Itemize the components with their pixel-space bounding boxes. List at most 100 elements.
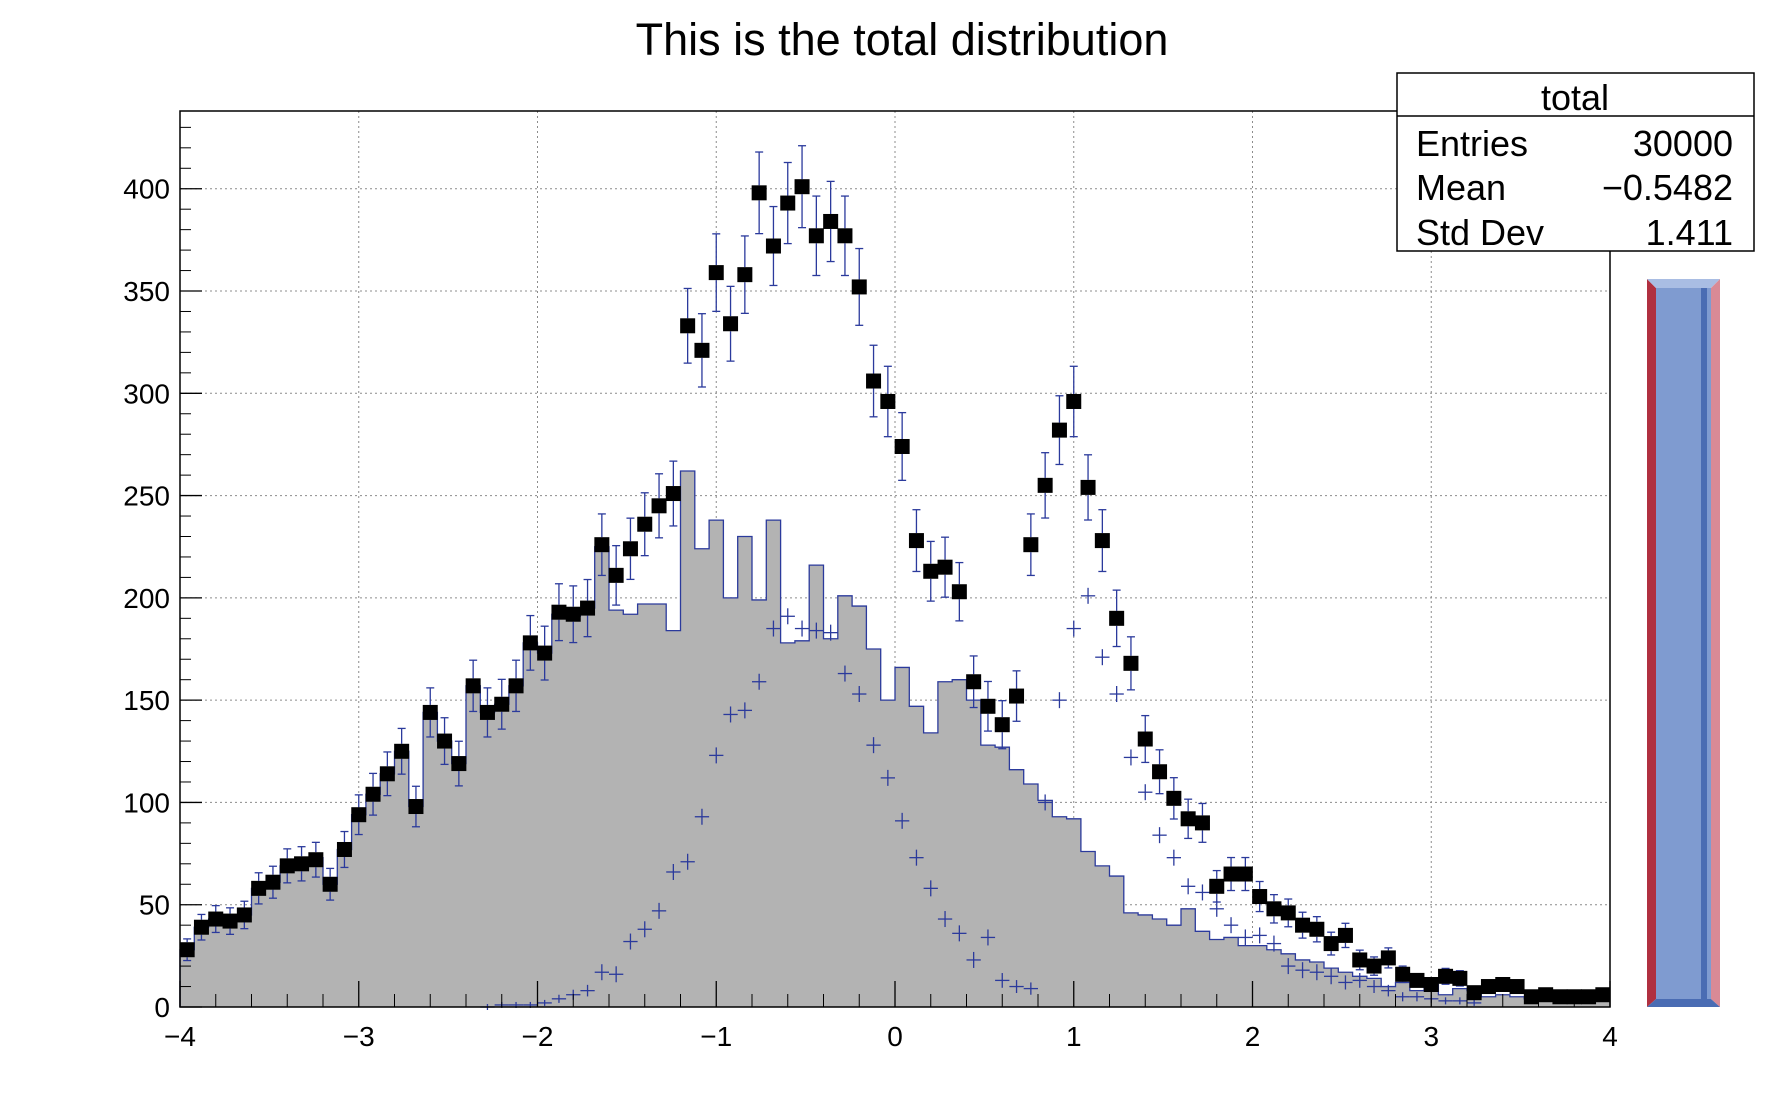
- data-point: [1166, 777, 1182, 820]
- square-marker: [179, 942, 195, 958]
- data-point: [522, 614, 538, 671]
- square-marker: [837, 228, 853, 244]
- square-marker: [422, 704, 438, 720]
- data-point: [451, 740, 467, 787]
- data-point: [351, 794, 367, 836]
- square-marker: [1023, 537, 1039, 553]
- square-marker: [637, 516, 653, 532]
- square-marker: [479, 704, 495, 720]
- data-point: [780, 161, 796, 245]
- square-marker: [1309, 921, 1325, 937]
- cross-marker: [980, 929, 996, 946]
- cross-marker: [766, 620, 781, 637]
- data-point: [580, 578, 596, 638]
- cross-marker: [1395, 992, 1410, 1002]
- data-point: [622, 517, 638, 581]
- side-bar-bottom-edge: [1647, 999, 1720, 1007]
- data-point: [951, 561, 967, 622]
- cross-marker: [1409, 992, 1425, 1002]
- square-marker: [1366, 958, 1382, 974]
- data-point: [1480, 979, 1496, 995]
- x-tick-label: 3: [1423, 1021, 1439, 1052]
- data-point: [422, 687, 438, 738]
- cross-marker: [1438, 997, 1453, 1005]
- data-point: [808, 195, 824, 277]
- square-marker: [908, 533, 924, 549]
- data-point: [1223, 856, 1239, 892]
- cross-marker: [895, 812, 910, 829]
- side-bar-right-edge: [1711, 279, 1720, 1007]
- square-marker: [1523, 989, 1539, 1005]
- cross-marker: [995, 973, 1010, 988]
- cross-marker: [1309, 964, 1324, 981]
- data-point: [193, 913, 209, 941]
- cross-marker: [1209, 900, 1224, 917]
- square-marker: [1037, 477, 1053, 493]
- data-point: [737, 235, 753, 315]
- data-point: [1209, 869, 1225, 903]
- stats-mean-label: Mean: [1416, 167, 1506, 208]
- square-marker: [1581, 989, 1597, 1005]
- square-marker: [1409, 972, 1425, 988]
- cross-marker: [1324, 968, 1339, 985]
- cross-marker: [1023, 982, 1038, 995]
- square-marker: [522, 635, 538, 651]
- square-marker: [437, 733, 453, 749]
- data-point: [279, 848, 295, 884]
- cross-marker: [823, 624, 838, 641]
- stats-box: total Entries 30000 Mean −0.5482 Std Dev…: [1396, 72, 1755, 253]
- data-point: [208, 904, 224, 934]
- chart-title: This is the total distribution: [636, 14, 1169, 65]
- data-point: [1438, 967, 1454, 985]
- square-marker: [923, 563, 939, 579]
- y-tick-label: 250: [123, 481, 170, 512]
- square-marker: [236, 907, 252, 923]
- data-point: [1466, 985, 1482, 1001]
- cross-marker: [551, 994, 567, 1003]
- square-marker: [1495, 976, 1511, 992]
- data-point: [236, 900, 252, 930]
- cross-marker: [909, 849, 924, 866]
- square-marker: [894, 438, 910, 454]
- square-marker: [1180, 811, 1196, 827]
- data-point: [723, 285, 739, 362]
- cross-marker: [580, 984, 595, 997]
- square-marker: [951, 584, 967, 600]
- cross-marker: [866, 737, 881, 754]
- square-marker: [1480, 979, 1496, 995]
- square-marker: [265, 874, 281, 890]
- data-point: [1509, 979, 1525, 995]
- data-point: [608, 545, 624, 606]
- cross-marker: [1095, 649, 1110, 666]
- cross-marker: [1166, 849, 1181, 866]
- x-tick-label: 2: [1245, 1021, 1261, 1052]
- cross-marker: [680, 853, 695, 870]
- data-point: [751, 151, 767, 235]
- data-point: [494, 678, 510, 730]
- square-marker: [208, 911, 224, 927]
- cross-marker: [794, 620, 810, 637]
- cross-marker: [1009, 980, 1024, 994]
- x-tick-label: −4: [164, 1021, 196, 1052]
- square-marker: [1209, 878, 1225, 894]
- x-tick-label: −2: [522, 1021, 554, 1052]
- cross-marker: [1252, 927, 1267, 944]
- cross-marker: [1281, 958, 1296, 975]
- square-marker: [193, 919, 209, 935]
- square-marker: [351, 807, 367, 823]
- data-point: [1380, 947, 1396, 969]
- data-point: [1109, 589, 1125, 648]
- cross-marker: [1381, 984, 1396, 997]
- data-point: [1409, 972, 1425, 988]
- data-point: [1094, 509, 1110, 573]
- cross-marker: [937, 911, 953, 928]
- data-point: [880, 365, 896, 438]
- data-point: [1538, 987, 1554, 1003]
- square-marker: [1466, 985, 1482, 1001]
- square-marker: [379, 766, 395, 782]
- data-point: [1080, 454, 1096, 521]
- data-point: [565, 585, 581, 644]
- data-point: [665, 460, 681, 527]
- data-point: [894, 411, 910, 482]
